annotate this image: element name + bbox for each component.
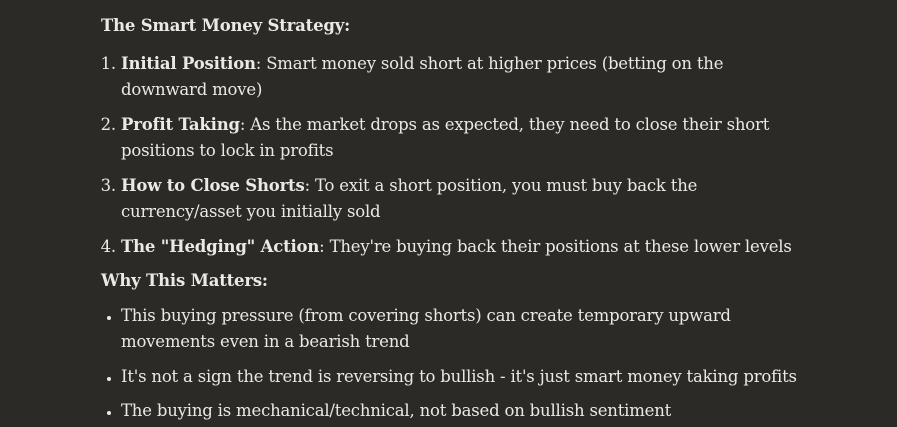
strategy-item-term: Profit Taking <box>121 114 240 134</box>
strategy-item-profit-taking: Profit Taking: As the market drops as ex… <box>121 112 801 165</box>
list-item: The buying is mechanical/technical, not … <box>121 398 801 425</box>
strategy-item-initial-position: Initial Position: Smart money sold short… <box>121 51 801 104</box>
strategy-item-term: How to Close Shorts <box>121 175 305 195</box>
message-content: The Smart Money Strategy: Initial Positi… <box>101 0 801 425</box>
why-matters-list: This buying pressure (from covering shor… <box>101 303 801 425</box>
strategy-item-text: : To exit a short position, you must buy… <box>121 175 698 222</box>
strategy-item-text: : They're buying back their positions at… <box>319 236 792 256</box>
why-matters-heading: Why This Matters: <box>101 271 268 290</box>
strategy-item-text: : Smart money sold short at higher price… <box>121 53 724 100</box>
strategy-heading: The Smart Money Strategy: <box>101 16 350 35</box>
strategy-item-term: The "Hedging" Action <box>121 236 320 256</box>
list-item: It's not a sign the trend is reversing t… <box>121 364 801 391</box>
strategy-item-hedging-action: The "Hedging" Action: They're buying bac… <box>121 234 801 261</box>
strategy-item-close-shorts: How to Close Shorts: To exit a short pos… <box>121 173 801 226</box>
strategy-item-term: Initial Position <box>121 53 256 73</box>
strategy-list: Initial Position: Smart money sold short… <box>101 51 801 261</box>
strategy-item-text: : As the market drops as expected, they … <box>121 114 770 161</box>
list-item: This buying pressure (from covering shor… <box>121 303 801 356</box>
